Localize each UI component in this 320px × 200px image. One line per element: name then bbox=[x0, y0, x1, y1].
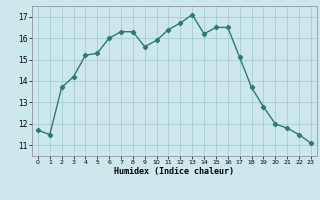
X-axis label: Humidex (Indice chaleur): Humidex (Indice chaleur) bbox=[115, 167, 234, 176]
